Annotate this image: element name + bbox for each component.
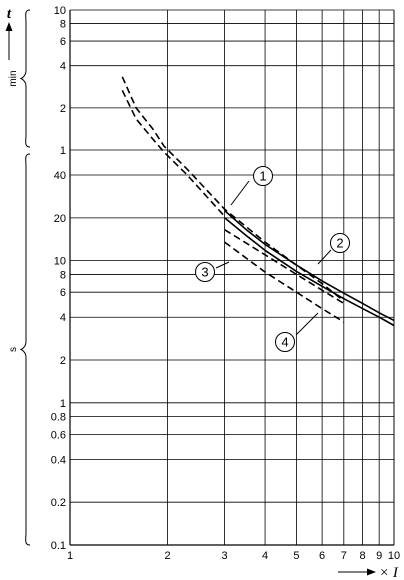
y-tick-label: 0.6 (51, 429, 66, 441)
callout-circle (330, 233, 350, 253)
x-tick-label: 8 (360, 550, 366, 562)
brace-minutes (19, 9, 31, 148)
series-line-4 (121, 90, 226, 217)
brace-seconds (19, 153, 31, 546)
y-tick-label: 0.8 (51, 412, 66, 424)
y-tick-label: 10 (54, 5, 66, 17)
x-tick-label: 6 (319, 550, 325, 562)
callout-leader (317, 249, 332, 265)
y-axis-label: t (7, 6, 12, 22)
x-axis-label: × I (379, 565, 399, 580)
callouts: 1 2 3 4 (195, 166, 350, 352)
x-tick-label: 10 (388, 550, 400, 562)
y-tick-label: 8 (60, 269, 66, 281)
series-line-2 (224, 217, 395, 327)
callout-leader (215, 261, 230, 269)
y-axis-arrow-head (5, 22, 13, 31)
callout-circle (195, 262, 215, 282)
x-tick-label: 3 (222, 550, 228, 562)
series-line-1 (224, 209, 395, 322)
y-tick-label: 6 (60, 287, 66, 299)
y-tick-label: 0.2 (51, 497, 66, 509)
series-line-3 (121, 76, 345, 302)
plot-area (70, 10, 394, 545)
y-tick-label: 8 (60, 19, 66, 31)
x-tick-label: 4 (262, 550, 268, 562)
callout-label: 3 (201, 265, 208, 280)
y-tick-label: 20 (54, 213, 66, 225)
y-tick-label: 2 (60, 355, 66, 367)
callout-leader (295, 312, 319, 336)
y-tick-label: 4 (60, 61, 66, 73)
y-tick-label: 40 (54, 170, 66, 182)
callout-leader (230, 180, 250, 206)
grid (69, 9, 395, 546)
callout-label: 4 (281, 335, 288, 350)
callout-circle (275, 332, 295, 352)
y-tick-label: 1 (60, 398, 66, 410)
x-tick-label: 5 (293, 550, 299, 562)
y-tick-label: 0.4 (51, 454, 66, 466)
callout-label: 2 (336, 236, 343, 251)
x-axis-arrow-head (367, 568, 376, 576)
x-tick-label: 9 (376, 550, 382, 562)
callout-label: 1 (259, 169, 266, 184)
x-tick-label: 1 (67, 550, 73, 562)
y-tick-label: 1 (60, 145, 66, 157)
y-unit-seconds: s (8, 347, 19, 352)
x-tick-label: 7 (341, 550, 347, 562)
y-tick-label: 4 (60, 312, 66, 324)
curves (121, 76, 395, 327)
y-tick-label: 6 (60, 36, 66, 48)
series-line-4 (224, 241, 345, 323)
y-tick-label: 10 (54, 256, 66, 268)
series-line-3 (224, 229, 345, 305)
callout-circle (253, 166, 273, 186)
x-tick-label: 2 (164, 550, 170, 562)
y-unit-minutes: min (8, 70, 19, 86)
y-tick-label: 0.1 (51, 540, 66, 552)
y-tick-label: 2 (60, 103, 66, 115)
